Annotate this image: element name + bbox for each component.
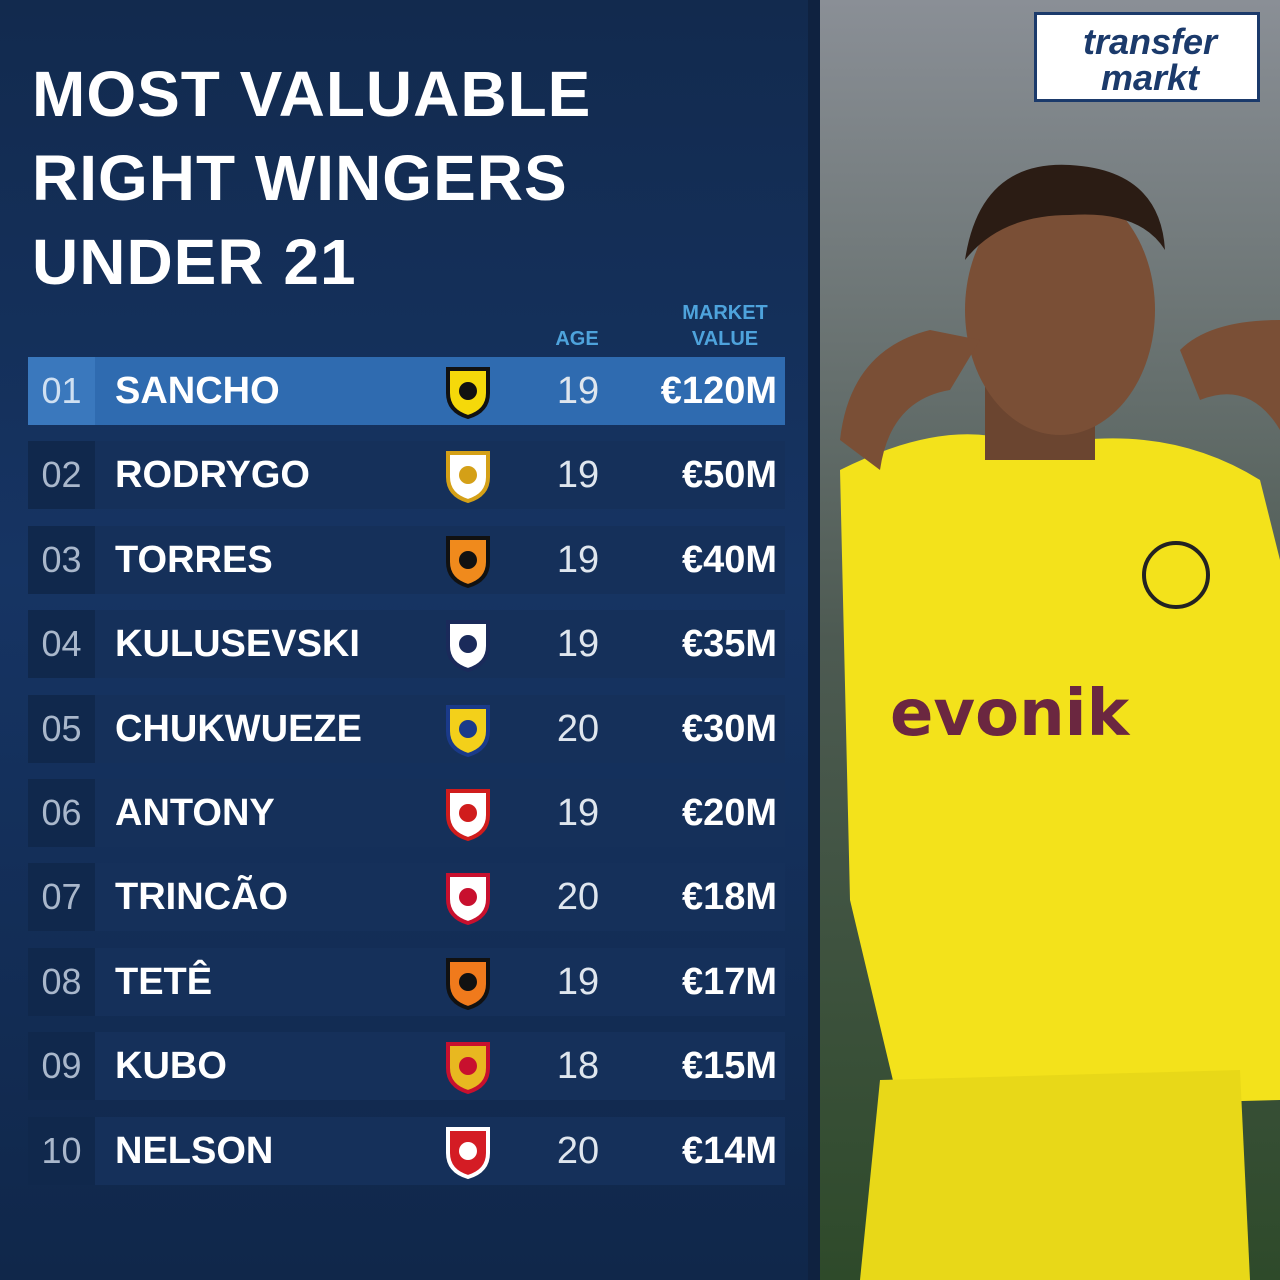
table-row: 01 SANCHO 19 €120M bbox=[28, 357, 785, 425]
shirt-sponsor: evonik bbox=[890, 677, 1131, 751]
rank: 02 bbox=[28, 441, 95, 510]
rank: 03 bbox=[28, 525, 95, 594]
club-badge bbox=[446, 873, 490, 926]
age: 20 bbox=[556, 707, 600, 750]
player-name: RODRYGO bbox=[115, 454, 310, 497]
player-name: SANCHO bbox=[115, 370, 280, 412]
player-name: TETÊ bbox=[115, 960, 213, 1003]
club-badge bbox=[446, 789, 490, 841]
market-value: €20M bbox=[681, 792, 777, 834]
logo-line: markt bbox=[1100, 57, 1200, 98]
player-name: CHUKWUEZE bbox=[115, 707, 362, 750]
market-value: €120M bbox=[660, 370, 777, 412]
age: 19 bbox=[556, 960, 600, 1003]
market-value: €14M bbox=[681, 1129, 777, 1172]
player-name: TORRES bbox=[115, 538, 273, 581]
club-badge bbox=[446, 1126, 490, 1179]
player-photo: evonik bbox=[820, 0, 1280, 1280]
title: MOST VALUABLE RIGHT WINGERS UNDER 21 bbox=[32, 52, 591, 304]
age: 18 bbox=[556, 1045, 600, 1088]
market-value: €15M bbox=[681, 1045, 777, 1088]
club-badge bbox=[446, 367, 490, 419]
table-row: 05 CHUKWUEZE 20 €30M bbox=[28, 694, 785, 763]
club-badge bbox=[446, 957, 490, 1010]
age: 19 bbox=[556, 538, 600, 581]
title-line: RIGHT WINGERS bbox=[32, 142, 568, 214]
market-value: €17M bbox=[681, 960, 777, 1003]
rank: 01 bbox=[28, 357, 95, 425]
rank: 05 bbox=[28, 694, 95, 763]
market-value: €35M bbox=[681, 623, 777, 666]
rank: 10 bbox=[28, 1116, 95, 1185]
value-header: MARKET VALUE bbox=[670, 300, 780, 352]
age: 19 bbox=[556, 454, 600, 497]
club-badge bbox=[446, 451, 490, 504]
value-header-line: VALUE bbox=[691, 328, 759, 350]
player-name: KULUSEVSKI bbox=[115, 623, 360, 666]
age: 20 bbox=[556, 876, 600, 919]
market-value: €30M bbox=[681, 707, 777, 750]
logo: transfer markt bbox=[1034, 12, 1260, 102]
table-row: 08 TETÊ 19 €17M bbox=[28, 947, 785, 1016]
table-row: 09 KUBO 18 €15M bbox=[28, 1032, 785, 1101]
market-value: €18M bbox=[681, 876, 777, 919]
player-name: ANTONY bbox=[115, 792, 275, 834]
title-line: MOST VALUABLE bbox=[32, 58, 592, 130]
club-badge bbox=[446, 620, 490, 673]
market-value: €40M bbox=[681, 538, 777, 581]
value-header-line: MARKET bbox=[682, 302, 768, 324]
age: 19 bbox=[556, 792, 600, 834]
table-row: 10 NELSON 20 €14M bbox=[28, 1116, 785, 1185]
panel: MOST VALUABLE RIGHT WINGERS UNDER 21 AGE M… bbox=[0, 0, 808, 1280]
table-row: 02 RODRYGO 19 €50M bbox=[28, 441, 785, 510]
club-badge bbox=[446, 535, 490, 588]
market-value: €50M bbox=[681, 454, 777, 497]
rank: 09 bbox=[28, 1032, 95, 1101]
table-row: 04 KULUSEVSKI 19 €35M bbox=[28, 610, 785, 679]
club-badge bbox=[446, 1042, 490, 1095]
rank: 06 bbox=[28, 779, 95, 847]
age: 19 bbox=[556, 623, 600, 666]
age: 19 bbox=[556, 370, 600, 412]
logo-line: transfer bbox=[1082, 21, 1218, 62]
age-header: AGE bbox=[555, 328, 599, 350]
table-row: 06 ANTONY 19 €20M bbox=[28, 779, 785, 847]
rank: 08 bbox=[28, 947, 95, 1016]
title-line: UNDER 21 bbox=[32, 226, 357, 298]
club-badge bbox=[446, 704, 490, 757]
rank: 04 bbox=[28, 610, 95, 679]
player-name: NELSON bbox=[115, 1129, 274, 1172]
age: 20 bbox=[556, 1129, 600, 1172]
rank: 07 bbox=[28, 863, 95, 932]
table-row: 03 TORRES 19 €40M bbox=[28, 525, 785, 594]
player-name: KUBO bbox=[115, 1045, 227, 1088]
player-name: TRINCÃO bbox=[115, 876, 289, 919]
table-row: 07 TRINCÃO 20 €18M bbox=[28, 863, 785, 932]
